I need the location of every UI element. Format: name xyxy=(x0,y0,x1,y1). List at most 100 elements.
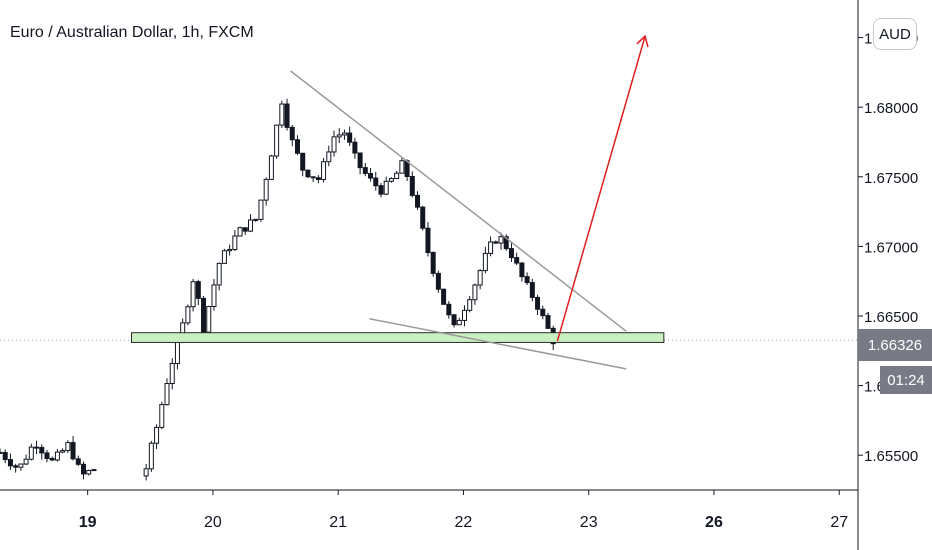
currency-button[interactable]: AUD xyxy=(873,18,917,50)
candle xyxy=(242,227,248,235)
candle xyxy=(503,234,509,251)
last-price-label: 1.66326 xyxy=(858,329,932,361)
candle xyxy=(232,229,238,252)
candle xyxy=(519,262,525,282)
candle xyxy=(75,455,81,466)
candle xyxy=(331,130,337,157)
candle-body-down xyxy=(373,177,379,187)
candle xyxy=(451,314,457,328)
candle-body-up xyxy=(28,446,34,460)
candle-body-up xyxy=(477,270,483,286)
candle-body-up xyxy=(18,463,24,468)
candle-body-up xyxy=(263,178,269,201)
forecast-arrow[interactable] xyxy=(556,36,645,342)
candle xyxy=(461,305,467,327)
chart-title: Euro / Australian Dollar, 1h, FXCM xyxy=(10,24,254,41)
candle xyxy=(216,262,222,291)
candle-body-down xyxy=(519,262,525,278)
candle-body-down xyxy=(284,103,290,128)
candle-body-up xyxy=(143,468,149,477)
resistance-trendline[interactable] xyxy=(290,70,627,332)
candle xyxy=(91,468,97,472)
candle-body-up xyxy=(211,284,217,308)
candle-body-up xyxy=(60,450,66,453)
candle-body-down xyxy=(357,152,363,169)
support-zone[interactable] xyxy=(131,332,665,343)
candle-body-up xyxy=(216,262,222,286)
candle-body-up xyxy=(394,172,400,180)
candle-body-up xyxy=(268,155,274,180)
candle xyxy=(164,378,170,406)
candle xyxy=(211,278,217,311)
candle-body-down xyxy=(195,281,201,299)
candle xyxy=(190,278,196,312)
candle-body-up xyxy=(321,161,327,181)
x-tick-label: 27 xyxy=(830,514,848,531)
candle-body-down xyxy=(315,177,321,181)
candle xyxy=(23,454,29,466)
candle xyxy=(34,440,40,455)
candle-body-up xyxy=(326,151,332,163)
candle-body-down xyxy=(49,457,55,461)
candle-body-down xyxy=(70,442,76,460)
candle xyxy=(477,268,483,290)
candle-body-down xyxy=(430,252,436,274)
candle-body-down xyxy=(362,167,368,174)
candle-body-up xyxy=(221,250,227,264)
candle-body-down xyxy=(378,185,384,195)
candle-body-up xyxy=(164,383,170,406)
candle xyxy=(435,270,441,293)
candle xyxy=(221,248,227,264)
candle-body-down xyxy=(34,446,40,449)
y-tick-label: 1.66500 xyxy=(864,309,918,326)
candle-body-down xyxy=(435,272,441,290)
candle xyxy=(467,295,473,313)
x-tick-label: 22 xyxy=(455,514,473,531)
candle-body-down xyxy=(310,176,316,179)
candle-body-up xyxy=(456,319,462,326)
candle xyxy=(263,177,269,206)
candle-body-down xyxy=(493,241,499,244)
candle xyxy=(148,440,154,472)
candle-body-down xyxy=(75,458,81,465)
x-tick-label: 23 xyxy=(580,514,598,531)
candle xyxy=(154,424,160,450)
candle-body-down xyxy=(44,452,50,459)
candle xyxy=(169,358,175,390)
x-tick-label: 26 xyxy=(705,514,723,531)
candle xyxy=(305,169,311,179)
support-trendline[interactable] xyxy=(369,318,627,370)
candle xyxy=(54,448,60,462)
candle xyxy=(514,252,520,265)
candle xyxy=(326,145,332,167)
candle-body-down xyxy=(368,172,374,179)
candle-body-down xyxy=(425,227,431,254)
candle xyxy=(49,456,55,462)
candle xyxy=(65,440,71,454)
candle xyxy=(284,98,290,131)
candle-body-up xyxy=(206,306,212,333)
candle-body-down xyxy=(242,227,248,232)
candle xyxy=(39,444,45,460)
candle-body-up xyxy=(258,199,264,220)
candle-body-down xyxy=(503,236,509,250)
candle xyxy=(253,218,259,222)
candle xyxy=(383,176,389,196)
candle xyxy=(274,124,280,159)
candle-body-down xyxy=(508,248,514,259)
candle xyxy=(352,137,358,159)
candle-body-up xyxy=(274,124,280,157)
candle-body-down xyxy=(540,308,546,317)
candle-body-down xyxy=(415,194,421,208)
candle-body-up xyxy=(498,236,504,244)
candle xyxy=(248,214,254,233)
candle xyxy=(81,461,87,480)
candle xyxy=(300,152,306,177)
y-tick-label: 1.67000 xyxy=(864,239,918,256)
candle xyxy=(535,294,541,315)
candle-body-up xyxy=(336,134,342,138)
candle xyxy=(488,236,494,257)
candle xyxy=(420,205,426,231)
